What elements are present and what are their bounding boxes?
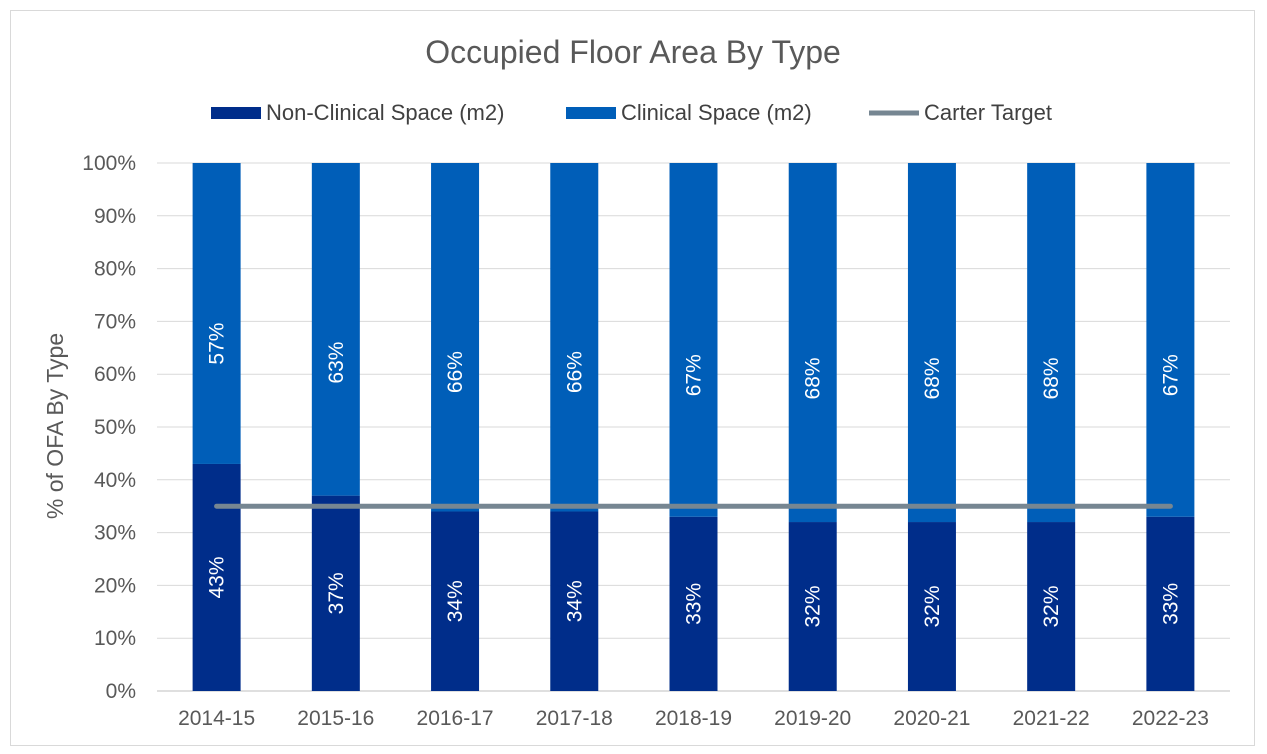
data-label-non-clinical-2019-20: 32% (802, 586, 825, 628)
x-tick-label: 2016-17 (417, 707, 494, 730)
y-tick-label: 10% (94, 627, 136, 650)
legend-swatch-non-clinical (211, 107, 261, 119)
data-label-clinical-2019-20: 68% (802, 357, 825, 399)
x-tick-label: 2022-23 (1132, 707, 1209, 730)
data-label-clinical-2022-23: 67% (1159, 354, 1182, 396)
bar-clinical-2015-16 (311, 163, 360, 496)
data-label-clinical-2021-22: 68% (1040, 357, 1063, 399)
bar-non-clinical-2019-20 (788, 522, 837, 691)
bar-non-clinical-2021-22 (1027, 522, 1076, 691)
chart-title: Occupied Floor Area By Type (425, 34, 841, 70)
x-tick-label: 2019-20 (774, 707, 851, 730)
data-label-non-clinical-2020-21: 32% (921, 586, 944, 628)
data-label-clinical-2018-19: 67% (683, 354, 706, 396)
data-label-non-clinical-2014-15: 43% (206, 556, 229, 598)
bar-clinical-2016-17 (431, 163, 480, 512)
data-label-clinical-2015-16: 63% (325, 342, 348, 384)
bar-clinical-2019-20 (788, 163, 837, 523)
data-label-non-clinical-2018-19: 33% (683, 583, 706, 625)
y-tick-label: 30% (94, 522, 136, 545)
x-axis-ticks: 2014-15 2015-16 2016-17 2017-18 2018-19 2019-… (178, 707, 1209, 730)
legend: Non-Clinical Space (m2) Clinical Space (… (211, 100, 1052, 125)
y-tick-label: 50% (94, 416, 136, 439)
data-labels: 43% 57% 37% 63% 34% 66% 34% 66% 33% 67% 32% 68% 32% 6… (206, 323, 1183, 628)
data-label-non-clinical-2016-17: 34% (444, 580, 467, 622)
legend-label-non-clinical: Non-Clinical Space (m2) (266, 100, 504, 125)
y-tick-label: 70% (94, 310, 136, 333)
data-label-clinical-2020-21: 68% (921, 357, 944, 399)
bar-non-clinical-2020-21 (907, 522, 956, 691)
legend-label-carter-target: Carter Target (924, 100, 1052, 125)
bar-non-clinical-2022-23 (1146, 516, 1195, 691)
bar-clinical-2022-23 (1146, 163, 1195, 517)
data-label-non-clinical-2017-18: 34% (563, 580, 586, 622)
bar-non-clinical-2016-17 (431, 511, 480, 691)
y-axis-ticks: 0% 10% 20% 30% 40% 50% 60% 70% 80% 90% 100% (82, 152, 136, 703)
y-tick-label: 40% (94, 469, 136, 492)
bar-non-clinical-2017-18 (550, 511, 599, 691)
data-label-non-clinical-2022-23: 33% (1159, 583, 1182, 625)
data-label-clinical-2017-18: 66% (563, 351, 586, 393)
bars (192, 163, 1195, 691)
data-label-clinical-2016-17: 66% (444, 351, 467, 393)
y-tick-label: 20% (94, 574, 136, 597)
x-tick-label: 2021-22 (1013, 707, 1090, 730)
x-tick-label: 2018-19 (655, 707, 732, 730)
y-axis-title: % of OFA By Type (42, 333, 68, 519)
y-tick-label: 100% (82, 152, 136, 175)
legend-swatch-clinical (566, 107, 616, 119)
data-label-clinical-2014-15: 57% (206, 323, 229, 365)
data-label-non-clinical-2021-22: 32% (1040, 586, 1063, 628)
x-tick-label: 2020-21 (893, 707, 970, 730)
bar-clinical-2018-19 (669, 163, 718, 517)
y-tick-label: 80% (94, 258, 136, 281)
bar-non-clinical-2014-15 (192, 463, 241, 691)
x-tick-label: 2014-15 (178, 707, 255, 730)
bar-non-clinical-2015-16 (311, 495, 360, 691)
x-tick-label: 2017-18 (536, 707, 613, 730)
bar-clinical-2017-18 (550, 163, 599, 512)
bar-clinical-2014-15 (192, 163, 241, 464)
y-tick-label: 0% (106, 680, 136, 703)
legend-label-clinical: Clinical Space (m2) (621, 100, 812, 125)
x-tick-label: 2015-16 (297, 707, 374, 730)
bar-clinical-2020-21 (907, 163, 956, 523)
bar-non-clinical-2018-19 (669, 516, 718, 691)
bar-clinical-2021-22 (1027, 163, 1076, 523)
y-tick-label: 90% (94, 205, 136, 228)
data-label-non-clinical-2015-16: 37% (325, 572, 348, 614)
y-tick-label: 60% (94, 363, 136, 386)
